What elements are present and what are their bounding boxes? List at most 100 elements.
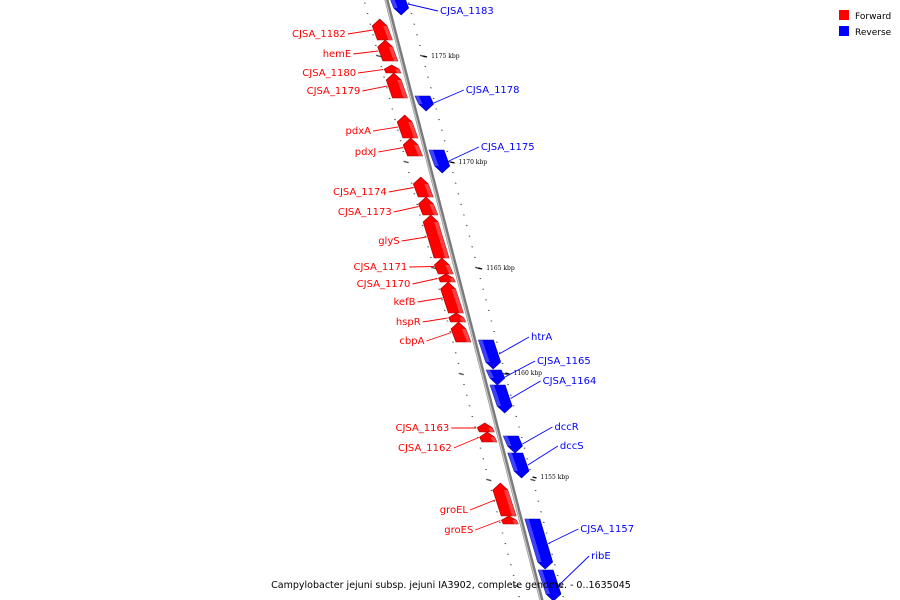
gene-glyS[interactable] — [422, 214, 450, 259]
gene-arrow[interactable] — [476, 422, 495, 433]
gene-CJSA_1170[interactable] — [438, 273, 456, 283]
gene-arrow[interactable] — [537, 569, 562, 600]
gene-label[interactable]: CJSA_1183 — [440, 6, 494, 17]
gene-pdxA[interactable] — [396, 114, 419, 139]
gene-CJSA_1182[interactable] — [371, 18, 393, 41]
label-leader — [378, 147, 404, 153]
gene-CJSA_1179[interactable] — [385, 72, 408, 99]
gene-CJSA_1163[interactable] — [476, 422, 495, 433]
gene-CJSA_1174[interactable] — [412, 176, 434, 198]
gene-hspR[interactable] — [448, 312, 467, 323]
gene-arrow[interactable] — [377, 39, 399, 62]
gene-dccR[interactable] — [502, 435, 523, 454]
genome-backbone — [384, 0, 544, 600]
gene-label[interactable]: CJSA_1178 — [466, 85, 520, 96]
gene-label[interactable]: kefB — [394, 297, 416, 308]
gene-arrow[interactable] — [396, 114, 419, 139]
gene-hemE[interactable] — [377, 39, 399, 62]
gene-arrow[interactable] — [438, 273, 456, 283]
label-leader — [347, 29, 373, 35]
gene-shading — [388, 47, 398, 61]
gene-CJSA_1180[interactable] — [383, 64, 402, 74]
gene-kefB[interactable] — [440, 281, 464, 314]
gene-label[interactable]: pdxA — [346, 126, 372, 137]
gene-label[interactable]: CJSA_1165 — [537, 356, 591, 367]
gene-arrow[interactable] — [502, 435, 523, 454]
gene-arrow[interactable] — [412, 176, 434, 198]
gene-label[interactable]: hspR — [396, 317, 421, 328]
gene-arrow[interactable] — [440, 281, 464, 314]
gene-label-group: CJSA_1173 — [338, 206, 419, 218]
gene-shading — [538, 570, 550, 594]
gene-CJSA_1157[interactable] — [524, 518, 554, 570]
gene-shading — [397, 80, 408, 98]
gene-htrA[interactable] — [477, 339, 502, 370]
gene-CJSA_1175[interactable] — [428, 149, 451, 174]
gene-label[interactable]: CJSA_1157 — [580, 524, 634, 535]
gene-label[interactable]: CJSA_1163 — [396, 423, 450, 434]
gene-label[interactable]: CJSA_1179 — [307, 86, 361, 97]
gene-label[interactable]: CJSA_1174 — [333, 187, 387, 198]
gene-CJSA_1171[interactable] — [433, 257, 454, 275]
gene-ribE[interactable] — [537, 569, 562, 600]
gene-label[interactable]: CJSA_1171 — [354, 262, 408, 273]
gene-arrow[interactable] — [428, 149, 451, 174]
gene-arrow[interactable] — [422, 214, 450, 259]
gene-arrow[interactable] — [477, 339, 502, 370]
gene-label[interactable]: CJSA_1164 — [543, 376, 597, 387]
gene-label[interactable]: CJSA_1173 — [338, 207, 392, 218]
gene-label-group: CJSA_1171 — [354, 262, 435, 273]
gene-arrow[interactable] — [388, 0, 409, 16]
gene-arrow[interactable] — [489, 384, 513, 414]
gene-arrow[interactable] — [371, 18, 393, 41]
gene-arrow[interactable] — [448, 312, 467, 323]
gene-arrow[interactable] — [385, 72, 408, 99]
gene-label[interactable]: groES — [444, 525, 473, 536]
gene-label[interactable]: CJSA_1175 — [481, 142, 535, 153]
gene-arrow[interactable] — [450, 321, 472, 343]
kbp-label: 1160 kbp — [514, 370, 543, 377]
gene-arrow[interactable] — [507, 452, 530, 479]
gene-label[interactable]: dccS — [560, 441, 584, 452]
label-leader — [469, 499, 496, 511]
gene-pdxJ[interactable] — [402, 137, 424, 157]
gene-label[interactable]: CJSA_1182 — [292, 29, 346, 40]
gene-CJSA_1162[interactable] — [479, 431, 498, 443]
gene-CJSA_1164[interactable] — [489, 384, 513, 414]
gene-arrow[interactable] — [524, 518, 554, 570]
gene-label-group: CJSA_1175 — [448, 142, 535, 162]
gene-label[interactable]: dccR — [554, 422, 578, 433]
gene-label[interactable]: ribE — [591, 551, 611, 562]
gene-groEL[interactable] — [492, 482, 517, 517]
gene-arrow[interactable] — [414, 95, 434, 112]
gene-label[interactable]: hemE — [323, 49, 352, 60]
gene-shading — [490, 437, 497, 442]
gene-arrow[interactable] — [485, 369, 506, 386]
gene-cbpA[interactable] — [450, 321, 472, 343]
kbp-label: 1155 kbp — [541, 474, 570, 481]
gene-label[interactable]: CJSA_1180 — [302, 68, 356, 79]
gene-arrow[interactable] — [383, 64, 402, 74]
gene-arrow[interactable] — [501, 515, 519, 525]
gene-label[interactable]: CJSA_1162 — [398, 443, 452, 454]
gene-label[interactable]: cbpA — [399, 336, 424, 347]
gene-label[interactable]: groEL — [440, 505, 469, 516]
gene-arrow[interactable] — [402, 137, 424, 157]
gene-label[interactable]: CJSA_1170 — [357, 279, 411, 290]
gene-groES[interactable] — [501, 515, 519, 525]
gene-arrow[interactable] — [479, 431, 498, 443]
gene-arrow[interactable] — [418, 196, 439, 216]
gene-label[interactable]: htrA — [531, 332, 552, 343]
gene-CJSA_1178[interactable] — [414, 95, 434, 112]
gene-arrow[interactable] — [433, 257, 454, 275]
gene-CJSA_1173[interactable] — [418, 196, 439, 216]
gene-shading — [429, 150, 439, 166]
gene-CJSA_1183[interactable] — [388, 0, 409, 16]
gene-CJSA_1165[interactable] — [485, 369, 506, 386]
gene-dccS[interactable] — [507, 452, 530, 479]
label-leader — [393, 206, 419, 213]
label-leader — [498, 336, 530, 355]
gene-label[interactable]: pdxJ — [355, 147, 377, 158]
gene-arrow[interactable] — [492, 482, 517, 517]
gene-label[interactable]: glyS — [378, 236, 399, 247]
